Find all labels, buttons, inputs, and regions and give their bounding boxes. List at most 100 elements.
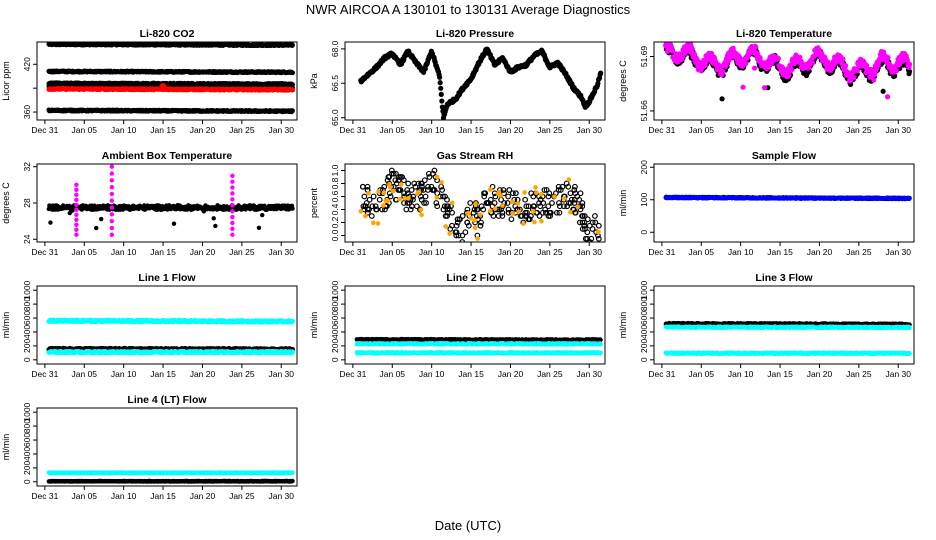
data-point xyxy=(495,213,502,219)
data-point xyxy=(478,219,484,226)
data-point xyxy=(906,68,913,75)
x-tick-label: Jan 10 xyxy=(419,125,445,135)
data-point xyxy=(880,88,886,94)
data-point xyxy=(567,190,574,197)
y-tick-label: 0.2 xyxy=(330,216,340,228)
x-tick-label: Jan 20 xyxy=(807,125,833,135)
data-point xyxy=(390,188,396,194)
data-point xyxy=(536,200,542,206)
data-point xyxy=(596,229,601,235)
x-tick-label: Dec 31 xyxy=(31,247,58,257)
y-tick-label: 1.0 xyxy=(330,164,340,176)
data-point xyxy=(230,203,235,208)
x-tick-label: Jan 25 xyxy=(229,247,255,257)
y-tick-label: 32 xyxy=(22,162,32,172)
data-point xyxy=(362,203,369,210)
data-point xyxy=(545,193,552,200)
data-point xyxy=(682,50,688,57)
data-point xyxy=(752,65,758,71)
data-point xyxy=(720,68,726,74)
data-point xyxy=(543,187,550,193)
data-point xyxy=(392,177,399,184)
data-point xyxy=(595,222,602,229)
data-point xyxy=(109,184,115,190)
data-point xyxy=(509,199,515,205)
data-point xyxy=(440,206,447,213)
data-point xyxy=(464,219,471,226)
plot-area xyxy=(46,164,295,237)
data-point xyxy=(453,232,460,239)
data-point xyxy=(761,85,768,91)
data-point xyxy=(843,62,849,69)
data-point xyxy=(369,203,376,210)
data-point xyxy=(419,212,424,218)
data-point xyxy=(689,46,695,52)
data-point xyxy=(740,84,746,90)
data-point xyxy=(453,229,460,236)
data-point xyxy=(459,232,466,239)
panel-title: Gas Stream RH xyxy=(437,150,513,162)
x-tick-label: Jan 10 xyxy=(111,247,137,257)
y-axis-label: degrees C xyxy=(1,182,11,224)
data-point xyxy=(74,207,79,213)
data-point xyxy=(906,61,913,67)
y-tick-label: 0.8 xyxy=(330,177,340,189)
data-point xyxy=(368,213,375,219)
y-tick-label: 68.0 xyxy=(330,40,340,57)
data-point xyxy=(74,202,79,208)
data-point xyxy=(109,178,115,183)
data-point xyxy=(230,197,235,202)
data-point xyxy=(753,44,759,50)
data-point xyxy=(522,213,529,219)
y-tick-label: 65.0 xyxy=(330,109,340,126)
data-point xyxy=(589,219,596,226)
y-axis-label: ml/min xyxy=(618,190,628,217)
data-point xyxy=(470,209,477,216)
data-point xyxy=(395,187,402,193)
plot-frame xyxy=(653,41,915,121)
x-tick-label: Jan 25 xyxy=(229,125,255,135)
x-tick-label: Jan 15 xyxy=(150,125,176,135)
data-point xyxy=(471,206,478,213)
data-point xyxy=(230,232,235,237)
x-tick-label: Dec 31 xyxy=(339,125,366,135)
data-point xyxy=(679,54,685,60)
panel-title: Li-820 Pressure xyxy=(436,28,514,40)
data-point xyxy=(788,67,795,73)
data-point xyxy=(230,185,235,190)
data-point xyxy=(440,193,446,200)
data-point xyxy=(109,171,115,176)
data-point xyxy=(426,174,433,180)
figure-title: NWR AIRCOA A 130101 to 130131 Average Di… xyxy=(305,2,631,17)
y-tick-label: 0.6 xyxy=(330,190,340,202)
data-point xyxy=(74,197,79,203)
data-point xyxy=(381,190,387,196)
data-point xyxy=(418,180,425,187)
data-point xyxy=(171,221,177,226)
data-point xyxy=(109,225,115,231)
data-point xyxy=(437,80,443,86)
data-point xyxy=(549,200,555,206)
data-point xyxy=(522,209,529,216)
data-point xyxy=(109,198,115,203)
data-point xyxy=(533,185,538,190)
data-point xyxy=(840,56,846,62)
data-point xyxy=(854,68,860,74)
data-point xyxy=(449,200,455,206)
x-tick-label: Jan 15 xyxy=(458,125,484,135)
data-point xyxy=(572,183,578,190)
data-point xyxy=(484,200,491,206)
data-point xyxy=(415,180,422,187)
data-point xyxy=(510,211,515,216)
data-point xyxy=(552,194,557,199)
data-point xyxy=(290,206,295,211)
data-point xyxy=(545,203,552,210)
y-axis-label: kPa xyxy=(309,73,319,89)
data-point xyxy=(582,235,589,242)
y-tick-label: 51.69 xyxy=(639,46,649,68)
data-point xyxy=(581,213,588,219)
data-point xyxy=(230,191,235,196)
x-tick-label: Jan 10 xyxy=(111,125,137,135)
data-point xyxy=(447,231,452,236)
